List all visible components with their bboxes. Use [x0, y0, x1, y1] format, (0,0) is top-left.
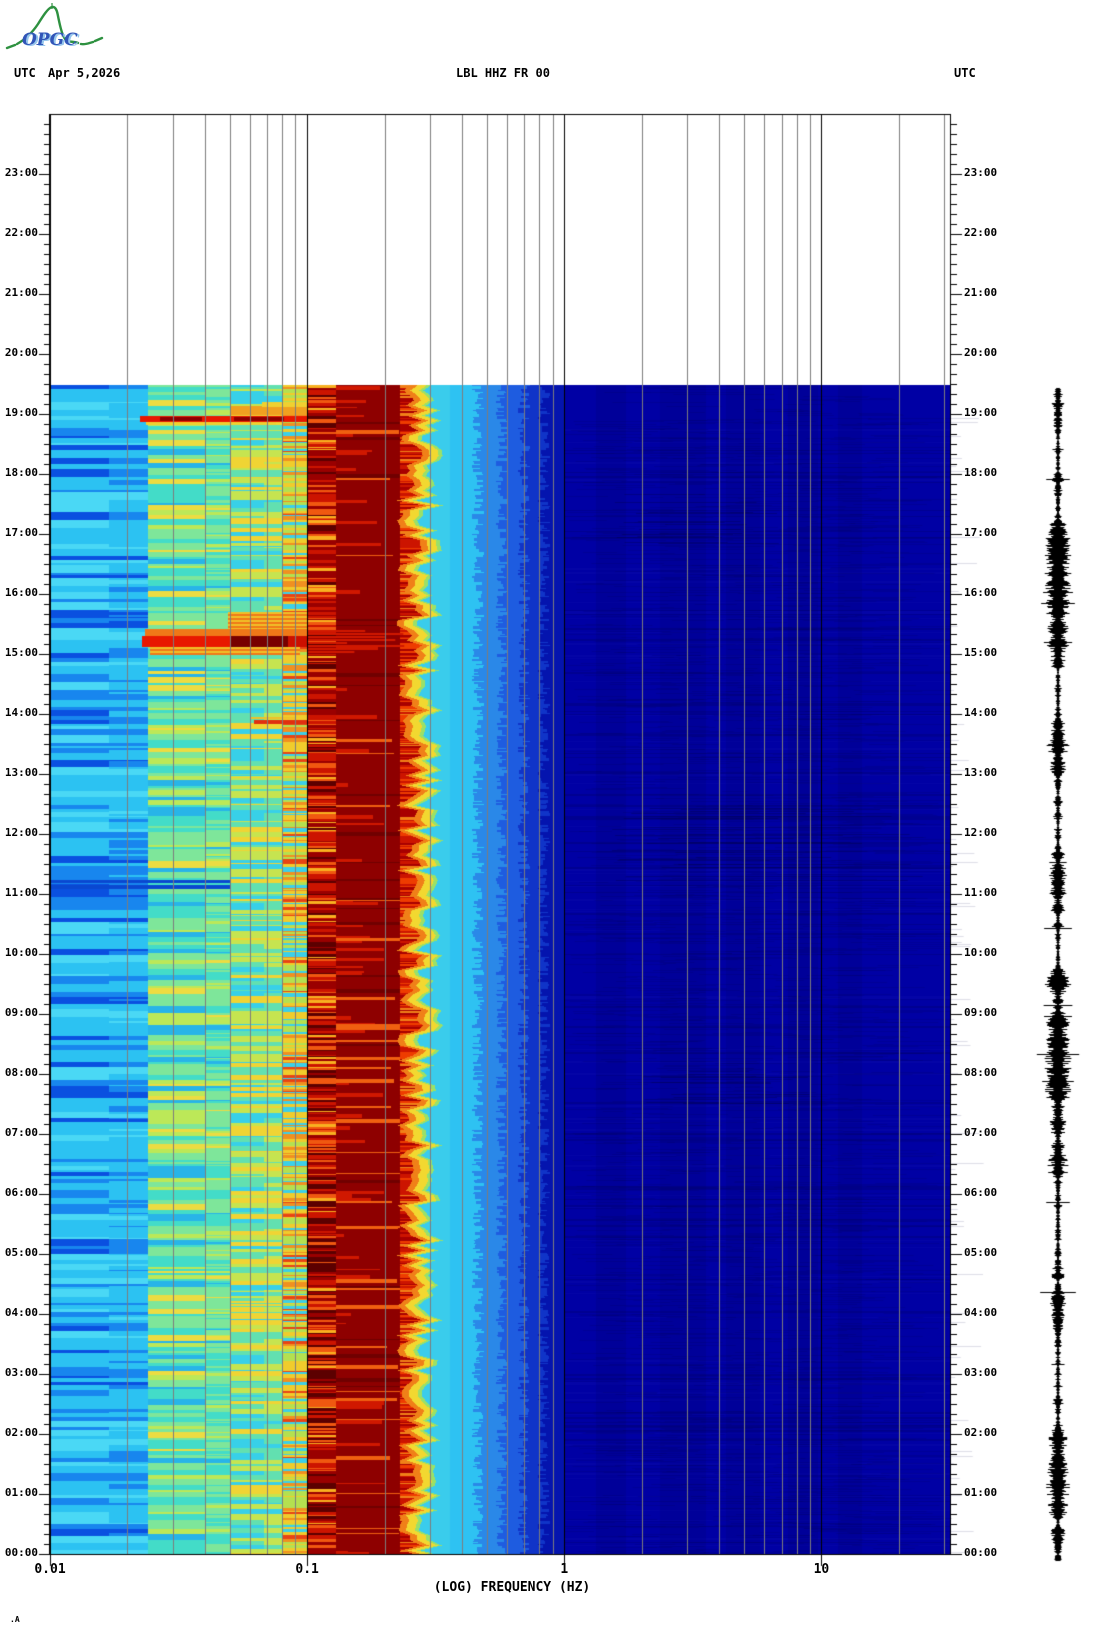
y-tick-label-left: 17:00	[4, 526, 38, 539]
y-tick-label-right: 17:00	[964, 526, 998, 539]
y-tick-label-left: 19:00	[4, 406, 38, 419]
x-tick-label: 0.01	[34, 1562, 66, 1577]
y-tick-label-right: 13:00	[964, 766, 998, 779]
y-tick-label-right: 11:00	[964, 886, 998, 899]
y-tick-label-right: 18:00	[964, 466, 998, 479]
corner-mark: .A	[10, 1615, 20, 1624]
opgc-logo: OPGC OPGC	[5, 3, 104, 51]
y-tick-label-right: 19:00	[964, 406, 998, 419]
y-tick-label-left: 10:00	[4, 946, 38, 959]
x-axis-title: (LOG) FREQUENCY (HZ)	[433, 1580, 591, 1595]
y-tick-label-right: 22:00	[964, 226, 998, 239]
header-date: Apr 5,2026	[48, 66, 121, 80]
y-tick-label-left: 06:00	[4, 1186, 38, 1199]
x-tick-label: 1	[560, 1562, 569, 1577]
y-tick-label-left: 12:00	[4, 826, 38, 839]
x-tick-label: 10	[813, 1562, 830, 1577]
y-tick-label-right: 08:00	[964, 1066, 998, 1079]
y-tick-label-left: 18:00	[4, 466, 38, 479]
logo-curve-icon	[5, 5, 104, 50]
y-tick-label-right: 09:00	[964, 1006, 998, 1019]
y-tick-label-left: 02:00	[4, 1426, 38, 1439]
y-tick-label-left: 09:00	[4, 1006, 38, 1019]
y-tick-label-left: 13:00	[4, 766, 38, 779]
x-tick-label: 0.1	[295, 1562, 319, 1577]
header-utc-left: UTC	[14, 66, 36, 80]
y-tick-label-left: 05:00	[4, 1246, 38, 1259]
y-tick-label-right: 15:00	[964, 646, 998, 659]
y-tick-label-left: 15:00	[4, 646, 38, 659]
y-tick-label-right: 16:00	[964, 586, 998, 599]
y-tick-label-right: 12:00	[964, 826, 998, 839]
y-tick-label-right: 00:00	[964, 1546, 998, 1559]
y-tick-label-left: 00:00	[4, 1546, 38, 1559]
y-tick-label-left: 22:00	[4, 226, 38, 239]
y-tick-label-left: 08:00	[4, 1066, 38, 1079]
y-tick-label-right: 07:00	[964, 1126, 998, 1139]
y-tick-label-right: 14:00	[964, 706, 998, 719]
y-tick-label-right: 21:00	[964, 286, 998, 299]
y-tick-label-right: 03:00	[964, 1366, 998, 1379]
y-tick-label-left: 03:00	[4, 1366, 38, 1379]
y-tick-label-left: 11:00	[4, 886, 38, 899]
y-tick-label-right: 23:00	[964, 166, 998, 179]
logo-wordmark: OPGC	[22, 30, 78, 50]
y-tick-label-left: 16:00	[4, 586, 38, 599]
y-tick-label-right: 01:00	[964, 1486, 998, 1499]
y-tick-label-right: 20:00	[964, 346, 998, 359]
y-tick-label-left: 07:00	[4, 1126, 38, 1139]
y-tick-label-left: 04:00	[4, 1306, 38, 1319]
y-tick-label-left: 14:00	[4, 706, 38, 719]
header-utc-right: UTC	[954, 66, 976, 80]
y-tick-label-right: 04:00	[964, 1306, 998, 1319]
logo-wordmark-shadow: OPGC	[24, 31, 80, 51]
y-tick-label-right: 06:00	[964, 1186, 998, 1199]
y-tick-label-right: 05:00	[964, 1246, 998, 1259]
y-tick-label-left: 01:00	[4, 1486, 38, 1499]
header-station-title: LBL HHZ FR 00	[456, 66, 550, 80]
y-tick-label-left: 23:00	[4, 166, 38, 179]
y-tick-label-right: 10:00	[964, 946, 998, 959]
y-tick-label-left: 20:00	[4, 346, 38, 359]
y-tick-label-left: 21:00	[4, 286, 38, 299]
y-tick-label-right: 02:00	[964, 1426, 998, 1439]
